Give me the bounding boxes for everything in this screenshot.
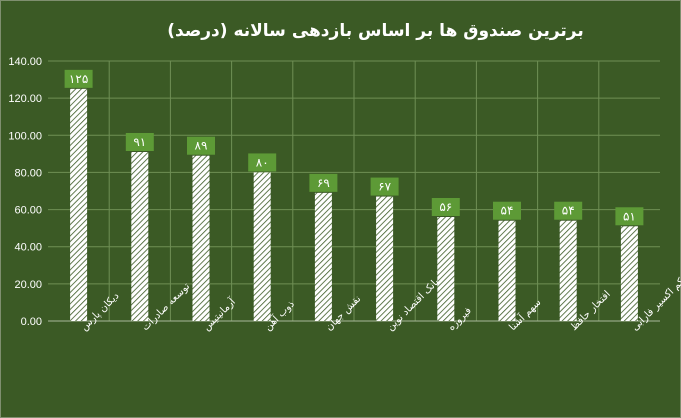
y-tick-label: 120.00	[8, 93, 42, 105]
bar	[559, 220, 577, 321]
y-tick-label: 100.00	[8, 130, 42, 142]
data-label-box	[64, 69, 93, 88]
y-tick-label: 0.00	[21, 316, 42, 328]
y-tick-label: 40.00	[14, 242, 42, 254]
y-axis-ticks: 0.00 20.00 40.00 60.00 80.00 100.00 120.00 140.…	[8, 56, 42, 328]
chart-title: برترین صندوق ها بر اساس بازدهی سالانه (د…	[167, 21, 584, 41]
data-labels: ۱۲۵ ۹۱ ۸۹ ۸۰ ۶۹ ۶۷ ۵۶ ۵۴ ۵۴ ۵۱	[64, 69, 644, 226]
bar	[620, 226, 638, 321]
bar	[131, 152, 149, 321]
y-tick-label: 80.00	[14, 167, 42, 179]
data-label-box	[370, 177, 399, 196]
data-label: ۵۴	[501, 204, 514, 218]
bar	[192, 155, 210, 321]
data-label: ۵۱	[623, 209, 636, 223]
bar	[314, 192, 332, 321]
y-tick-label: 60.00	[14, 205, 42, 217]
data-label-box	[187, 136, 215, 155]
y-tick-label: 20.00	[14, 279, 42, 291]
category-label: بانک اقتصاد نوین	[385, 277, 442, 334]
data-label-box	[554, 201, 583, 220]
bars	[70, 88, 638, 321]
y-tick-label: 140.00	[8, 56, 42, 68]
data-label-box	[309, 173, 338, 192]
data-label: ۹۱	[133, 135, 146, 149]
data-label-box	[493, 201, 521, 220]
data-label: ۵۴	[562, 204, 575, 218]
data-label: ۶۹	[317, 176, 330, 190]
bar	[70, 88, 88, 321]
data-label: ۱۲۵	[69, 72, 88, 86]
data-label-box	[431, 198, 460, 216]
bar	[376, 196, 394, 321]
data-label: ۵۶	[439, 200, 452, 214]
bar	[498, 220, 516, 321]
bar	[437, 217, 455, 321]
data-label: ۸۹	[195, 139, 208, 153]
data-label-box	[615, 207, 644, 226]
data-label-box	[248, 153, 277, 172]
data-label: ۶۷	[378, 180, 391, 194]
bar	[253, 172, 271, 321]
data-label-box	[125, 133, 154, 151]
data-label: ۸۰	[256, 155, 269, 169]
